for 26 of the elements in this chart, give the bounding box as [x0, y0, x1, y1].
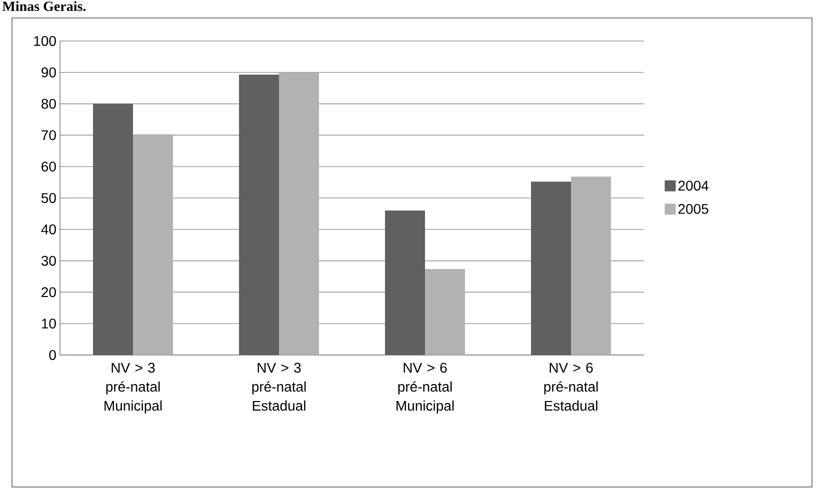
legend-label: 2005 [678, 204, 708, 214]
y-tick-label: 80 [42, 98, 56, 109]
y-tick-label: 50 [41, 193, 56, 203]
bar [93, 104, 134, 355]
chart-title: Minas Gerais. [2, 1, 86, 12]
y-tick-label: 10 [42, 318, 56, 329]
x-tick-label: NV > 3 pré-natal Estadual [252, 362, 306, 411]
x-tick-label: NV > 3 pré-natal Municipal [104, 362, 162, 414]
bar [279, 72, 319, 355]
y-tick-label: 0 [49, 350, 56, 360]
x-tick-label: NV > 6 pré-natal Municipal [396, 362, 454, 414]
y-tick-label: 90 [42, 67, 56, 78]
y-tick-label: 60 [42, 162, 56, 172]
x-tick-label: NV > 6 pré-natal Estadual [544, 362, 598, 411]
y-tick-label: 20 [42, 287, 56, 298]
bar [133, 134, 174, 355]
y-tick-label: 30 [41, 256, 56, 266]
bar [385, 210, 425, 355]
bar [531, 182, 572, 355]
y-tick-label: 100 [34, 36, 56, 46]
legend-label: 2004 [678, 180, 708, 191]
bar [425, 268, 466, 355]
bar [239, 74, 280, 355]
y-tick-label: 70 [42, 130, 56, 140]
y-tick-label: 40 [41, 224, 56, 234]
bar [571, 176, 612, 355]
